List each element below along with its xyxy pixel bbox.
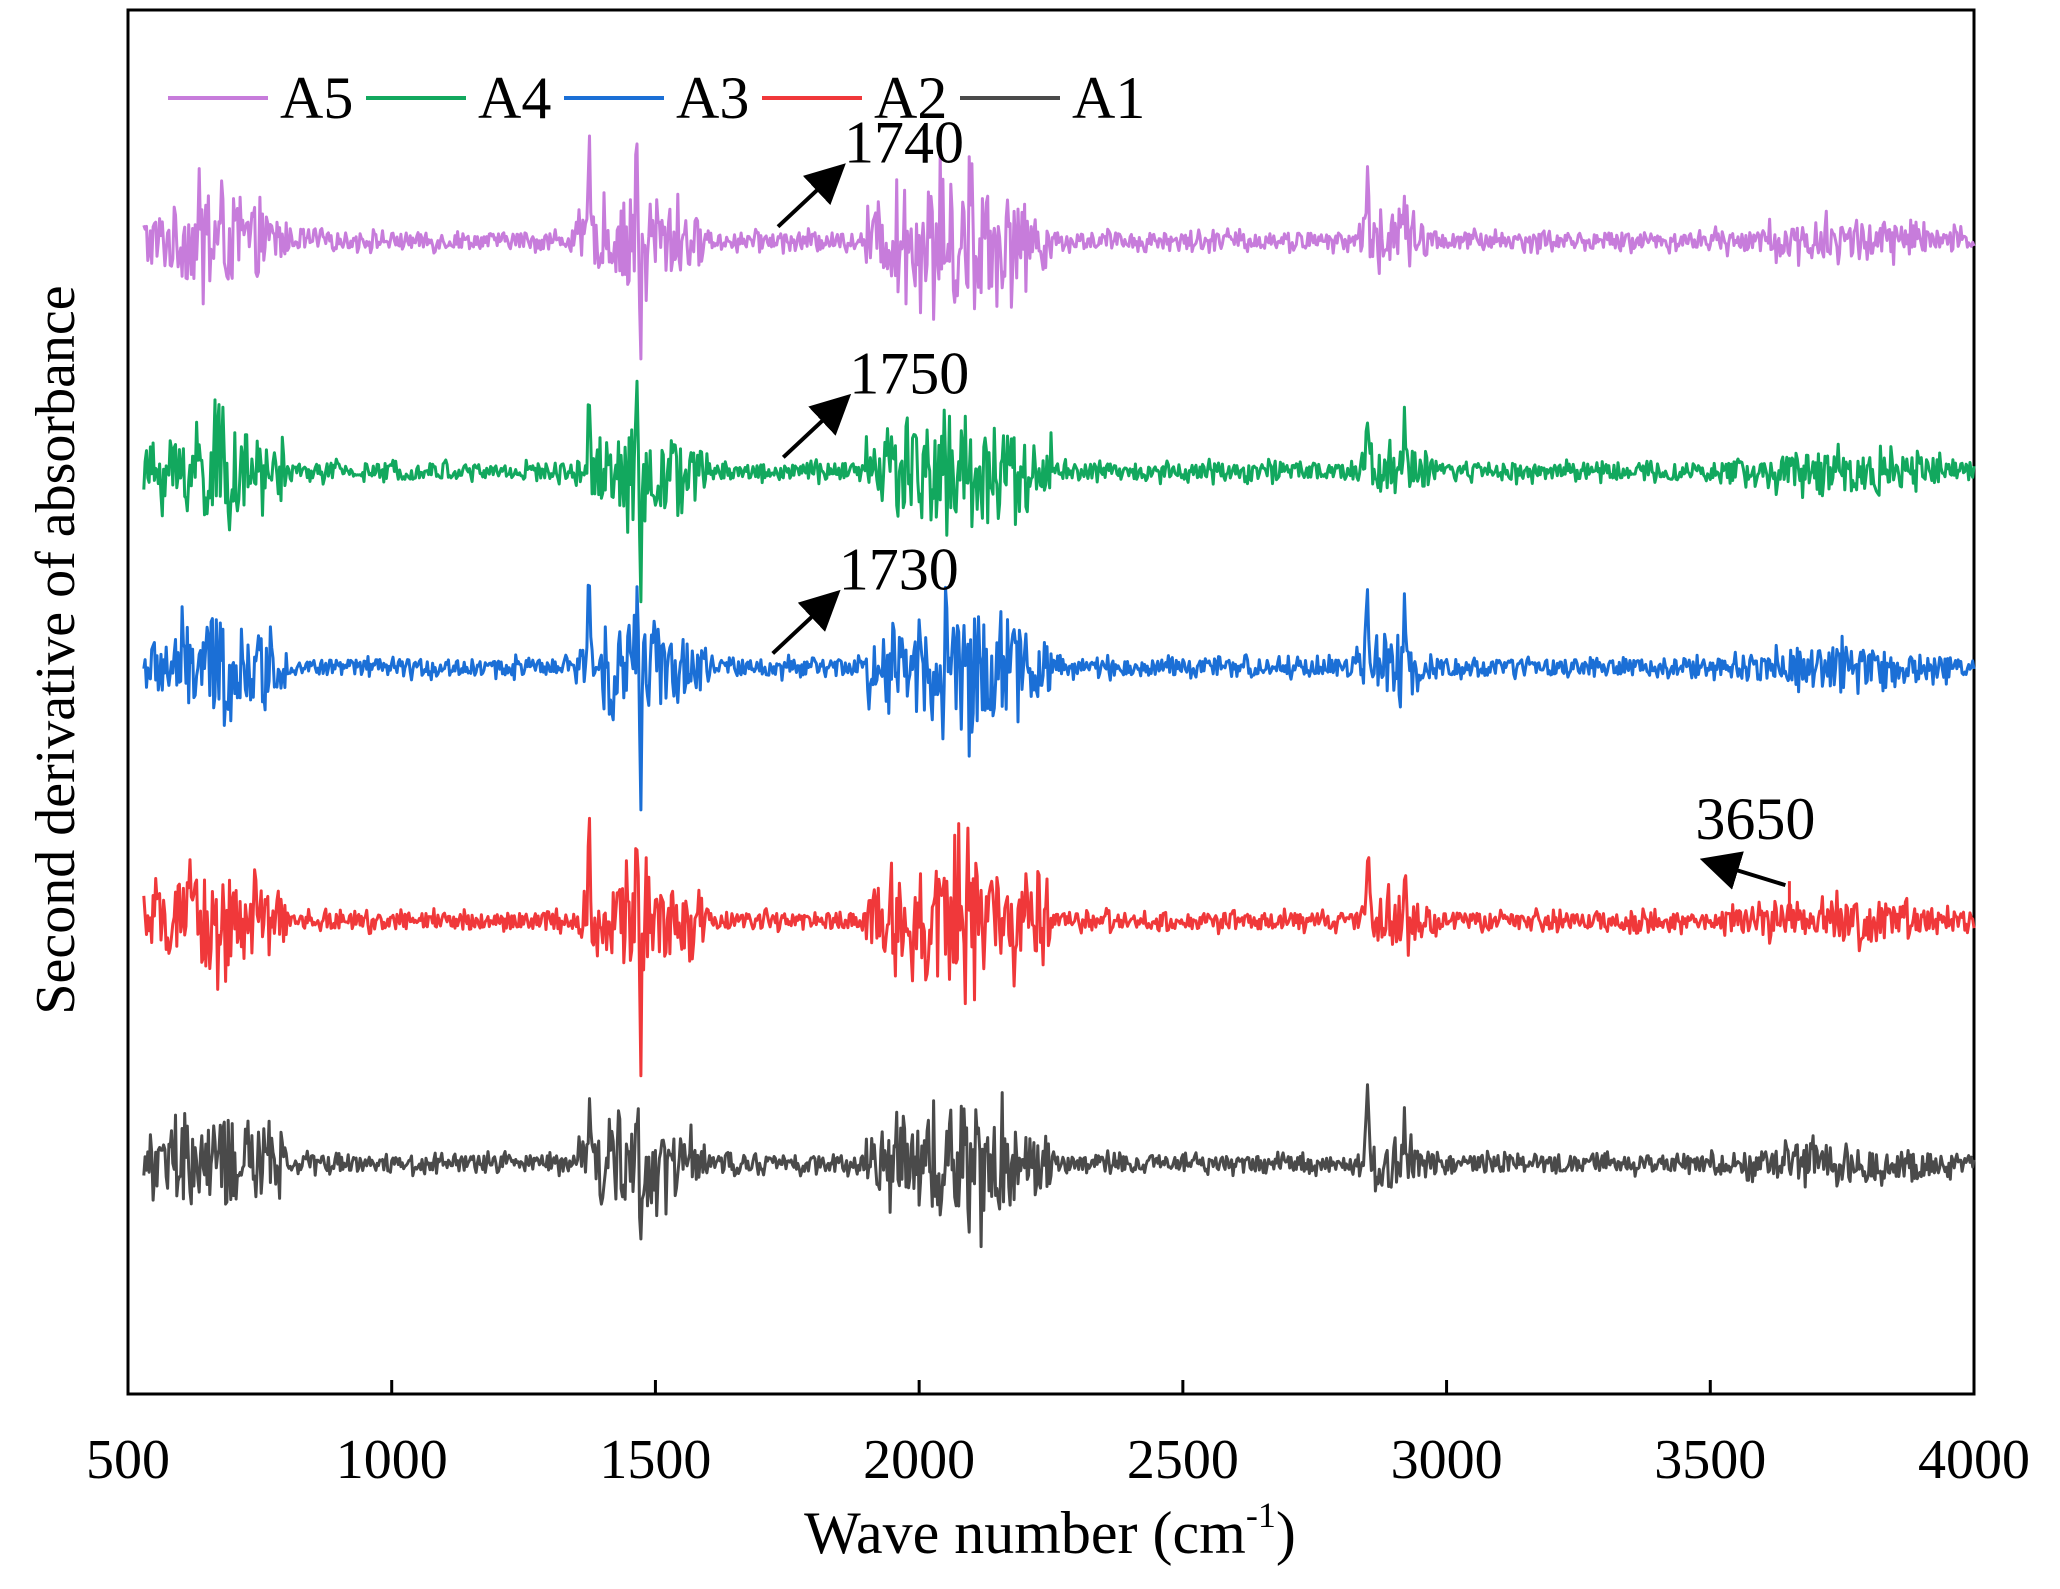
- annotation-label-1750: 1750: [849, 340, 969, 406]
- x-tick-label: 4000: [1918, 1429, 2030, 1491]
- annotation-arrow-3650: [1699, 851, 1786, 890]
- series-line-a2: [142, 816, 1976, 1078]
- annotation-label-3650: 3650: [1695, 786, 1815, 852]
- plot-frame: [126, 8, 1976, 1396]
- x-tick-label: 2000: [863, 1429, 975, 1491]
- legend-label-a1: A1: [1072, 65, 1145, 131]
- legend-label-a3: A3: [676, 65, 749, 131]
- annotation-label-1740: 1740: [844, 110, 964, 176]
- x-axis-label: Wave number (cm-1): [804, 1495, 1296, 1566]
- y-axis-label: Second derivative of absorbance: [25, 285, 87, 1014]
- legend-label-a4: A4: [478, 65, 551, 131]
- series-layer: [142, 134, 1976, 1249]
- series-line-a1: [142, 1083, 1976, 1249]
- x-tick-label: 1000: [336, 1429, 448, 1491]
- annotation-arrow-1740: [776, 163, 846, 229]
- annotations: 1740 1750 1730 3650: [771, 110, 1815, 922]
- legend-label-a2: A2: [874, 65, 947, 131]
- x-tick-label: 1500: [599, 1429, 711, 1491]
- series-line-a5: [142, 134, 1976, 361]
- x-tick-label: 500: [86, 1429, 170, 1491]
- legend-label-a5: A5: [280, 65, 353, 131]
- x-axis-ticks: 500 1000 1500 2000 2500 3000 3500 4000: [86, 1380, 2030, 1491]
- annotation-arrow-1750: [781, 393, 852, 459]
- annotation-arrow-1730: [771, 589, 841, 655]
- annotation-label-1730: 1730: [839, 536, 959, 602]
- legend: A5 A4 A3 A2 A1: [168, 65, 1145, 131]
- x-tick-label: 3500: [1654, 1429, 1766, 1491]
- series-line-a3: [142, 583, 1976, 812]
- x-tick-label: 3000: [1391, 1429, 1503, 1491]
- x-tick-label: 2500: [1127, 1429, 1239, 1491]
- series-line-a4: [142, 379, 1976, 604]
